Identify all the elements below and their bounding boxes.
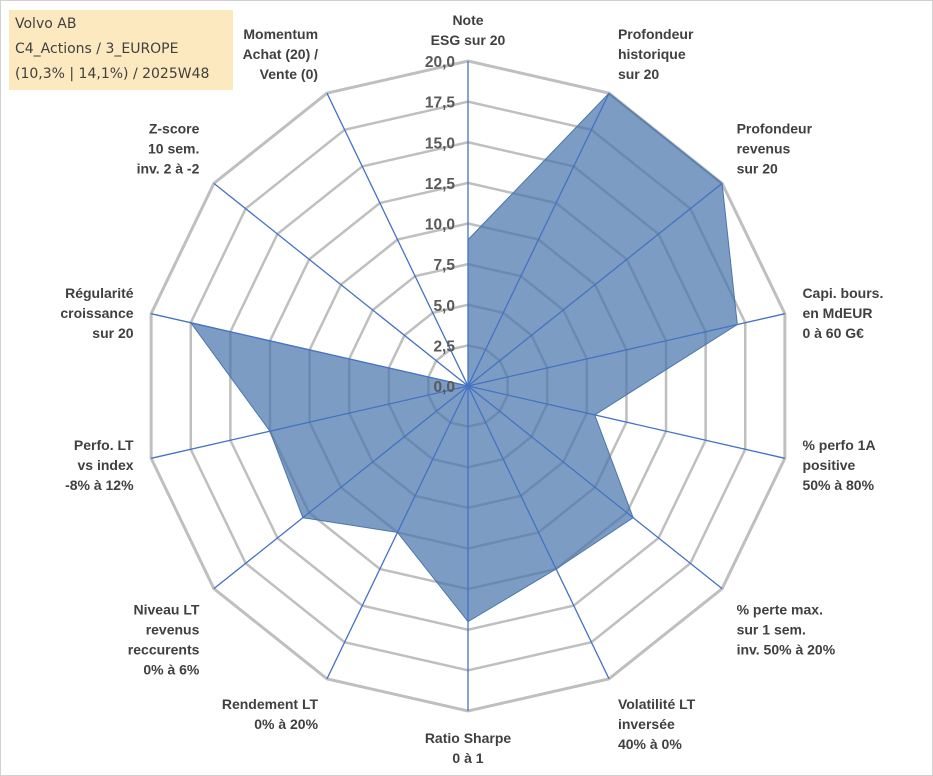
tick-label: 5,0 [433,298,455,315]
performance-week: (10,3% | 14,1%) / 2025W48 [15,66,210,82]
series-area [189,92,738,623]
radar-axes [151,61,785,711]
axis-label: Profondeur revenus sur 20 [737,120,813,176]
axis-spoke [326,385,469,680]
axis-spoke [326,92,469,387]
axis-label: % perte max. sur 1 sem. inv. 50% à 20% [737,602,836,658]
chart-title-box: Volvo AB C4_Actions / 3_EUROPE (10,3% | … [9,10,233,90]
axis-label: % perfo 1A positive 50% à 80% [802,437,875,493]
axis-label: Ratio Sharpe 0 à 1 [425,730,512,766]
tick-label: 7,5 [433,257,455,274]
tick-label: 20,0 [425,54,455,71]
tick-label: 10,0 [425,217,455,234]
axis-spoke [467,385,785,459]
axis-labels: Note ESG sur 20 Profondeur historique sur 20… [60,12,883,766]
axis-spoke [151,313,469,387]
tick-label: 17,5 [425,95,456,112]
axis-spoke [151,385,469,459]
axis-label: Note ESG sur 20 [431,12,506,48]
tick-label: 12,5 [425,176,456,193]
axis-spoke [467,385,723,590]
axis-label: Capi. bours. en MdEUR 0 à 60 G€ [802,285,883,341]
axis-label: Momentum Achat (20) / Vente (0) [243,26,319,82]
axis-label: Profondeur historique sur 20 [618,26,694,82]
axis-label: Volatilité LT inversée 40% à 0% [618,696,696,752]
axis-label: Régularité croissance sur 20 [60,285,133,341]
portfolio-category: C4_Actions / 3_EUROPE [15,41,179,57]
company-name: Volvo AB [15,16,77,32]
tick-label: 0,0 [433,379,455,396]
axis-spoke [213,182,469,387]
axis-spoke [467,182,723,387]
axis-label: Niveau LT revenus reccurents 0% à 6% [128,602,200,678]
axis-spoke [467,313,785,387]
axis-label: Z-score 10 sem. inv. 2 à -2 [137,120,200,176]
axis-label: Perfo. LT vs index -8% à 12% [65,437,134,493]
axis-spoke [213,385,469,590]
axis-label: Rendement LT 0% à 20% [222,696,319,732]
tick-label: 15,0 [425,135,455,152]
tick-label: 2,5 [433,338,455,355]
axis-spoke [467,92,610,387]
axis-spoke [467,385,610,680]
radial-tick-labels: 0,0 2,5 5,0 7,5 10,0 12,5 15,0 17,5 20,0 [425,54,456,396]
